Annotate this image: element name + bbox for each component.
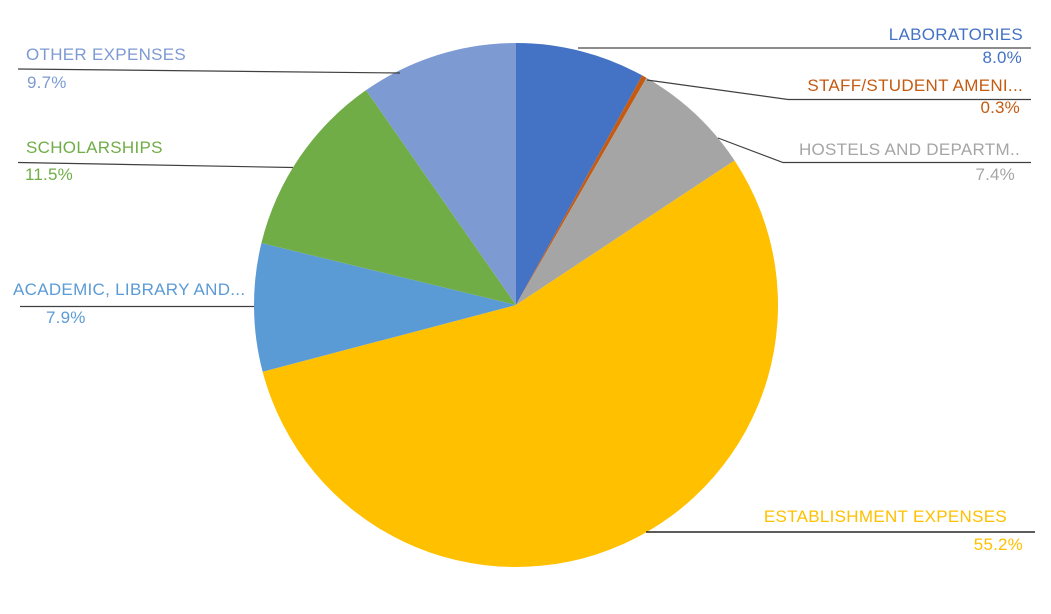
label-hostels-and-departments: HOSTELS AND DEPARTM..: [798, 140, 1020, 159]
pie-slice-hostels-and-departments[interactable]: [516, 77, 735, 305]
leader-line-hostels-and-departments: [717, 137, 1031, 164]
pie-slice-establishment-expenses[interactable]: [262, 160, 779, 568]
value-establishment-expenses: 55.2%: [973, 535, 1023, 554]
pie-slice-laboratories[interactable]: [516, 43, 643, 305]
leader-line-other-expenses: [17, 68, 401, 74]
pie-slice-scholarships[interactable]: [261, 90, 516, 305]
value-scholarships: 11.5%: [25, 165, 73, 184]
value-academic-library: 7.9%: [46, 308, 86, 327]
label-scholarships: SCHOLARSHIPS: [26, 138, 163, 157]
leader-line-staff-student-amenities: [646, 79, 1031, 101]
pie-slice-other-expenses[interactable]: [366, 42, 516, 305]
label-laboratories: LABORATORIES: [888, 25, 1023, 44]
label-establishment-expenses: ESTABLISHMENT EXPENSES: [763, 507, 1007, 526]
value-other-expenses: 9.7%: [27, 73, 67, 92]
pie-slice-academic-library[interactable]: [254, 243, 516, 372]
pie-slice-staff-student-amenities[interactable]: [516, 75, 647, 305]
label-academic-library: ACADEMIC, LIBRARY AND...: [13, 280, 246, 299]
value-staff-student-amenities: 0.3%: [980, 98, 1020, 117]
value-hostels-and-departments: 7.4%: [975, 165, 1015, 184]
leader-line-scholarships: [17, 161, 294, 169]
value-laboratories: 8.0%: [982, 48, 1022, 67]
label-staff-student-amenities: STAFF/STUDENT AMENI...: [807, 76, 1023, 95]
label-other-expenses: OTHER EXPENSES: [26, 45, 187, 64]
